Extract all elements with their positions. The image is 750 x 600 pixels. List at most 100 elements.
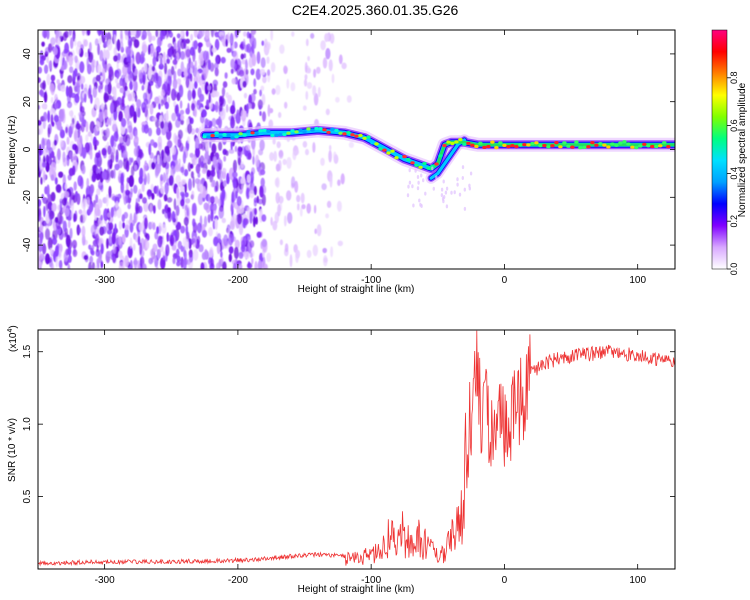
spectrogram-noise-blob: [49, 247, 53, 255]
spectrogram-noise-blob: [160, 174, 164, 182]
spectrogram-noise-blob: [333, 151, 337, 160]
spectrogram-noise-blob: [189, 152, 194, 158]
spectrogram-noise-blob: [341, 62, 347, 70]
spectrogram-noise-blob: [175, 248, 180, 258]
spectrogram-noise-blob: [95, 233, 100, 245]
spectrogram-noise-blob: [278, 150, 284, 158]
spectrogram-noise-blob: [222, 81, 228, 88]
spectrogram-ridge-blob: [474, 144, 479, 149]
spectrogram-noise-blob: [166, 154, 171, 163]
spectrogram-noise-blob: [73, 181, 77, 191]
spectrogram-noise-blob: [68, 247, 72, 256]
spectrogram-noise-blob: [78, 227, 81, 234]
spectrogram-noise-blob: [122, 150, 128, 159]
spectrogram-faint-blob: [461, 165, 465, 170]
spectrogram-noise-blob: [325, 48, 331, 60]
spectrogram-noise-blob: [214, 67, 219, 77]
spectrogram-noise-blob: [164, 62, 168, 75]
spectrogram-noise-blob: [88, 244, 92, 250]
spectrogram-ridge-blob: [550, 144, 555, 148]
spectrogram-noise-blob: [147, 127, 153, 137]
spectrogram-ridge-blob: [530, 141, 535, 146]
colorbar-tick-label: 0.8: [729, 72, 739, 85]
spectrogram-noise-blob: [329, 144, 332, 151]
spectrogram-faint-blob: [463, 206, 467, 211]
spectrogram-noise-blob: [98, 85, 101, 93]
spectrogram-noise-blob: [328, 149, 332, 163]
spectrogram-noise-blob: [194, 81, 198, 89]
spectrogram-noise-blob: [142, 197, 147, 204]
spectrogram-noise-blob: [38, 104, 41, 110]
snr-multiplier-close: ): [8, 325, 19, 328]
spectrogram-noise-blob: [300, 192, 305, 204]
spectrogram-ridge-blob: [426, 166, 431, 170]
spectrogram-noise-blob: [246, 103, 249, 114]
spectrogram-noise-blob: [166, 197, 173, 203]
spectrogram-ridge-blob: [486, 144, 491, 149]
spectrogram-noise-blob: [226, 172, 230, 185]
spectrogram-noise-blob: [55, 184, 62, 193]
spectrogram-noise-blob: [272, 220, 278, 231]
spectrogram-noise-blob: [134, 94, 138, 103]
spectrogram-ridge-blob: [434, 162, 439, 166]
spectrogram-noise-blob: [202, 50, 209, 61]
spectrogram-noise-blob: [190, 68, 193, 74]
spectrogram-noise-blob: [139, 242, 143, 255]
spectrogram-noise-blob: [177, 68, 182, 77]
spectrogram-noise-blob: [66, 136, 70, 145]
spectrogram-noise-blob: [320, 157, 325, 166]
spectrogram-ridge-blob: [514, 145, 519, 149]
spectrogram-ridge-blob: [350, 133, 355, 137]
spectrogram-noise-blob: [53, 139, 58, 146]
spectrogram-noise-blob: [48, 43, 53, 53]
spectrogram-noise-blob: [67, 220, 71, 229]
spectrogram-noise-blob: [232, 188, 237, 201]
spectrogram-noise-blob: [87, 87, 91, 99]
spectrogram-noise-blob: [74, 55, 78, 64]
spectrogram-noise-blob: [336, 200, 342, 212]
spectrogram-noise-blob: [146, 172, 150, 185]
spectrogram-noise-blob: [253, 88, 257, 95]
spectrogram-noise-blob: [232, 171, 238, 178]
spectrogram-ridge-blob: [254, 131, 259, 136]
spectrogram-noise-blob: [67, 263, 71, 269]
spectrogram-noise-blob: [133, 39, 140, 49]
spectrogram-faint-blob: [416, 175, 420, 179]
spectrogram-faint-blob: [442, 179, 445, 184]
spectrogram-noise-blob: [143, 62, 148, 73]
spectrogram-noise-blob: [215, 55, 219, 64]
spectrogram-noise-blob: [329, 33, 335, 44]
spectrogram-ridge-blob: [302, 130, 307, 134]
spectrogram-noise-blob: [99, 226, 105, 236]
spectrogram-noise-blob: [94, 144, 97, 151]
spectrogram-noise-blob: [110, 134, 114, 148]
spectrogram-noise-blob: [58, 260, 63, 269]
spectrogram-noise-blob: [124, 227, 129, 238]
spectrogram-noise-blob: [68, 125, 73, 138]
spectrogram-noise-blob: [171, 88, 177, 101]
spectrogram-noise-blob: [125, 46, 131, 57]
colorbar: 0.0 0.2 0.4 0.6 0.8 Normalized spectral ampl…: [711, 29, 748, 275]
spectrogram-ridge-blob: [566, 144, 571, 148]
spectrogram-noise-blob: [138, 69, 143, 80]
spectrogram-noise-blob: [209, 196, 216, 204]
spectrogram-noise-blob: [337, 240, 343, 247]
spectrogram-ridge-blob: [246, 129, 251, 134]
spectrogram-noise-blob: [68, 110, 74, 117]
spectrogram-faint-blob: [407, 184, 410, 189]
spectrogram-noise-blob: [111, 231, 116, 245]
x-tick-label: -200: [228, 275, 248, 286]
spectrogram-noise-blob: [59, 139, 64, 148]
spectrogram-ridge-blob: [458, 138, 463, 142]
spectrogram-noise-blob: [44, 64, 49, 74]
spectrogram-noise-blob: [233, 246, 239, 260]
spectrogram-noise-blob: [197, 45, 202, 54]
spectrogram-noise-blob: [50, 96, 54, 104]
spectrogram-noise-blob: [229, 32, 234, 46]
spectrogram-ridge-blob: [602, 143, 607, 147]
spectrogram-noise-blob: [259, 169, 266, 176]
spectrogram-noise-blob: [173, 41, 177, 50]
spectrogram-noise-blob: [249, 252, 253, 258]
spectrogram-noise-blob: [206, 142, 209, 152]
spectrogram-noise-blob: [127, 93, 133, 102]
